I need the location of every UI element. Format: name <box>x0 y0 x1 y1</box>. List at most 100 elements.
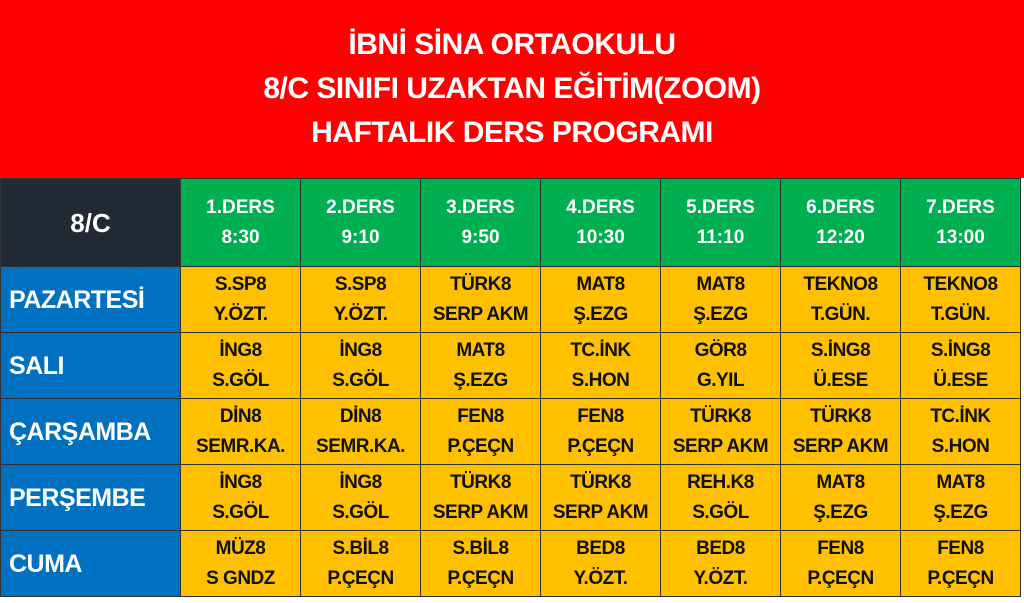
teacher-name: G.YIL <box>696 369 745 391</box>
period-time: 9:50 <box>461 226 500 248</box>
lesson-name: S.SP8 <box>214 273 267 295</box>
teacher-name: SEMR.KA. <box>196 435 285 457</box>
lesson-cell: İNG8 S.GÖL <box>300 332 421 399</box>
teacher-name: Ş.EZG <box>933 501 988 523</box>
lesson-name: TÜRK8 <box>690 405 751 427</box>
lesson-cell: MAT8 Ş.EZG <box>660 266 781 333</box>
teacher-name: Ş.EZG <box>453 369 508 391</box>
lesson-name: TEKNO8 <box>803 273 878 295</box>
day-label: ÇARŞAMBA <box>0 398 181 465</box>
lesson-name: S.BİL8 <box>452 537 509 559</box>
lesson-name: TÜRK8 <box>450 471 511 493</box>
lesson-name: FEN8 <box>577 405 624 427</box>
lesson-cell: TÜRK8 SERP AKM <box>660 398 781 465</box>
lesson-name: GÖR8 <box>694 339 747 361</box>
lesson-cell: S.BİL8 P.ÇEÇN <box>420 530 541 597</box>
lesson-cell: MAT8 Ş.EZG <box>900 464 1021 531</box>
lesson-name: MAT8 <box>816 471 865 493</box>
lesson-name: TC.İNK <box>570 339 631 361</box>
period-name: 7.DERS <box>926 196 995 218</box>
lesson-cell: BED8 Y.ÖZT. <box>540 530 661 597</box>
teacher-name: T.GÜN. <box>810 303 871 325</box>
teacher-name: SERP AKM <box>432 303 529 325</box>
lesson-name: TC.İNK <box>930 405 991 427</box>
lesson-cell: MAT8 Ş.EZG <box>420 332 541 399</box>
school-name: İBNİ SİNA ORTAOKULU <box>348 28 676 61</box>
teacher-name: P.ÇEÇN <box>567 435 634 457</box>
period-header: 2.DERS 9:10 <box>300 178 421 267</box>
teacher-name: S.GÖL <box>692 501 749 523</box>
day-label: PERŞEMBE <box>0 464 181 531</box>
lesson-cell: REH.K8 S.GÖL <box>660 464 781 531</box>
period-time: 10:30 <box>576 226 625 248</box>
lesson-name: S.İNG8 <box>810 339 871 361</box>
lesson-cell: İNG8 S.GÖL <box>180 464 301 531</box>
lesson-name: S.İNG8 <box>930 339 991 361</box>
teacher-name: SEMR.KA. <box>316 435 405 457</box>
lesson-name: DİN8 <box>219 405 262 427</box>
teacher-name: SERP AKM <box>552 501 649 523</box>
teacher-name: S.GÖL <box>212 501 269 523</box>
period-name: 1.DERS <box>206 196 275 218</box>
period-header: 1.DERS 8:30 <box>180 178 301 267</box>
lesson-name: MAT8 <box>696 273 745 295</box>
period-header: 7.DERS 13:00 <box>900 178 1021 267</box>
lesson-cell: TÜRK8 SERP AKM <box>420 464 541 531</box>
lesson-cell: TC.İNK S.HON <box>900 398 1021 465</box>
lesson-name: MÜZ8 <box>215 537 266 559</box>
lesson-name: BED8 <box>576 537 625 559</box>
lesson-name: S.BİL8 <box>332 537 389 559</box>
lesson-cell: S.İNG8 Ü.ESE <box>900 332 1021 399</box>
teacher-name: Ş.EZG <box>573 303 628 325</box>
lesson-name: TÜRK8 <box>450 273 511 295</box>
period-header: 3.DERS 9:50 <box>420 178 541 267</box>
teacher-name: Ü.ESE <box>813 369 868 391</box>
lesson-name: MAT8 <box>456 339 505 361</box>
lesson-cell: TÜRK8 SERP AKM <box>780 398 901 465</box>
lesson-cell: TEKNO8 T.GÜN. <box>780 266 901 333</box>
teacher-name: S.GÖL <box>332 369 389 391</box>
teacher-name: Y.ÖZT. <box>213 303 268 325</box>
teacher-name: S.HON <box>571 369 630 391</box>
table-row: CUMA MÜZ8 S GNDZ S.BİL8 P.ÇEÇN S.BİL8 P.ÇEÇN BE… <box>0 530 1021 597</box>
lesson-name: BED8 <box>696 537 745 559</box>
period-header: 6.DERS 12:20 <box>780 178 901 267</box>
lesson-cell: FEN8 P.ÇEÇN <box>780 530 901 597</box>
lesson-name: İNG8 <box>339 339 382 361</box>
lesson-name: FEN8 <box>817 537 864 559</box>
teacher-name: SERP AKM <box>672 435 769 457</box>
lesson-name: FEN8 <box>457 405 504 427</box>
period-time: 13:00 <box>936 226 985 248</box>
teacher-name: P.ÇEÇN <box>927 567 994 589</box>
teacher-name: P.ÇEÇN <box>327 567 394 589</box>
table-row: PAZARTESİ S.SP8 Y.ÖZT. S.SP8 Y.ÖZT. TÜRK8 SERP… <box>0 266 1021 333</box>
teacher-name: Ş.EZG <box>693 303 748 325</box>
lesson-name: REH.K8 <box>687 471 754 493</box>
teacher-name: Ü.ESE <box>933 369 988 391</box>
period-name: 3.DERS <box>446 196 515 218</box>
teacher-name: Y.ÖZT. <box>573 567 628 589</box>
table-row: ÇARŞAMBA DİN8 SEMR.KA. DİN8 SEMR.KA. FEN8 P.ÇE… <box>0 398 1021 465</box>
header-row: 8/C 1.DERS 8:30 2.DERS 9:10 3.DERS 9:50 4.DERS 1… <box>0 178 1021 267</box>
period-name: 4.DERS <box>566 196 635 218</box>
period-name: 6.DERS <box>806 196 875 218</box>
program-title: HAFTALIK DERS PROGRAMI <box>311 116 713 149</box>
lesson-cell: MÜZ8 S GNDZ <box>180 530 301 597</box>
day-label: PAZARTESİ <box>0 266 181 333</box>
lesson-name: TEKNO8 <box>923 273 998 295</box>
lesson-cell: GÖR8 G.YIL <box>660 332 781 399</box>
teacher-name: S.GÖL <box>212 369 269 391</box>
lesson-name: İNG8 <box>339 471 382 493</box>
lesson-cell: S.İNG8 Ü.ESE <box>780 332 901 399</box>
teacher-name: P.ÇEÇN <box>447 567 514 589</box>
period-time: 12:20 <box>816 226 865 248</box>
lesson-name: S.SP8 <box>334 273 387 295</box>
period-time: 11:10 <box>696 226 745 248</box>
table-row: PERŞEMBE İNG8 S.GÖL İNG8 S.GÖL TÜRK8 SERP AKM T… <box>0 464 1021 531</box>
lesson-name: TÜRK8 <box>570 471 631 493</box>
schedule-table: 8/C 1.DERS 8:30 2.DERS 9:10 3.DERS 9:50 4.DERS 1… <box>0 178 1021 597</box>
teacher-name: S.GÖL <box>332 501 389 523</box>
lesson-cell: DİN8 SEMR.KA. <box>180 398 301 465</box>
table-row: SALI İNG8 S.GÖL İNG8 S.GÖL MAT8 Ş.EZG TC.İNK S.H… <box>0 332 1021 399</box>
day-label: SALI <box>0 332 181 399</box>
